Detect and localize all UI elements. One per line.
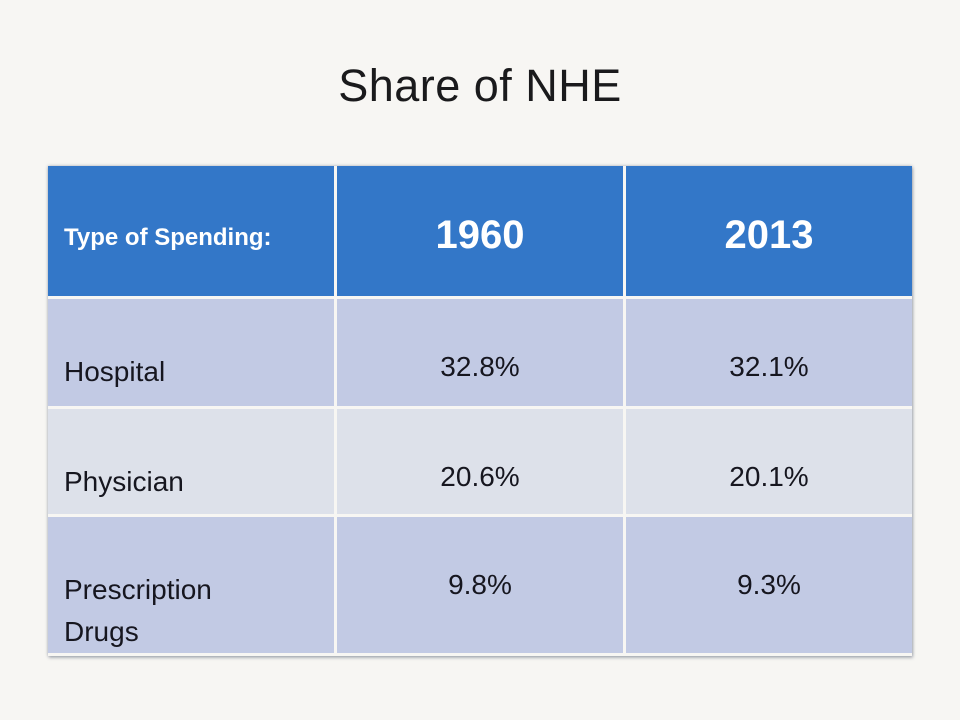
row-hospital-label: Hospital [48, 299, 334, 406]
row-physician-value-1960: 20.6% [337, 409, 623, 514]
header-cell-type-of-spending: Type of Spending: [48, 166, 334, 296]
row-hospital-value-2013: 32.1% [626, 299, 912, 406]
slide-title: Share of NHE [338, 60, 622, 111]
header-cell-1960: 1960 [337, 166, 623, 296]
row-prescription-drugs-label: Prescription Drugs [48, 517, 334, 653]
row-physician-label: Physician [48, 409, 334, 514]
row-hospital-value-1960: 32.8% [337, 299, 623, 406]
row-physician-value-2013: 20.1% [626, 409, 912, 514]
header-cell-2013: 2013 [626, 166, 912, 296]
row-prescription-drugs-value-1960: 9.8% [337, 517, 623, 653]
row-prescription-drugs-value-2013: 9.3% [626, 517, 912, 653]
nhe-share-table: Type of Spending: 1960 2013 Hospital 32.… [48, 166, 912, 656]
